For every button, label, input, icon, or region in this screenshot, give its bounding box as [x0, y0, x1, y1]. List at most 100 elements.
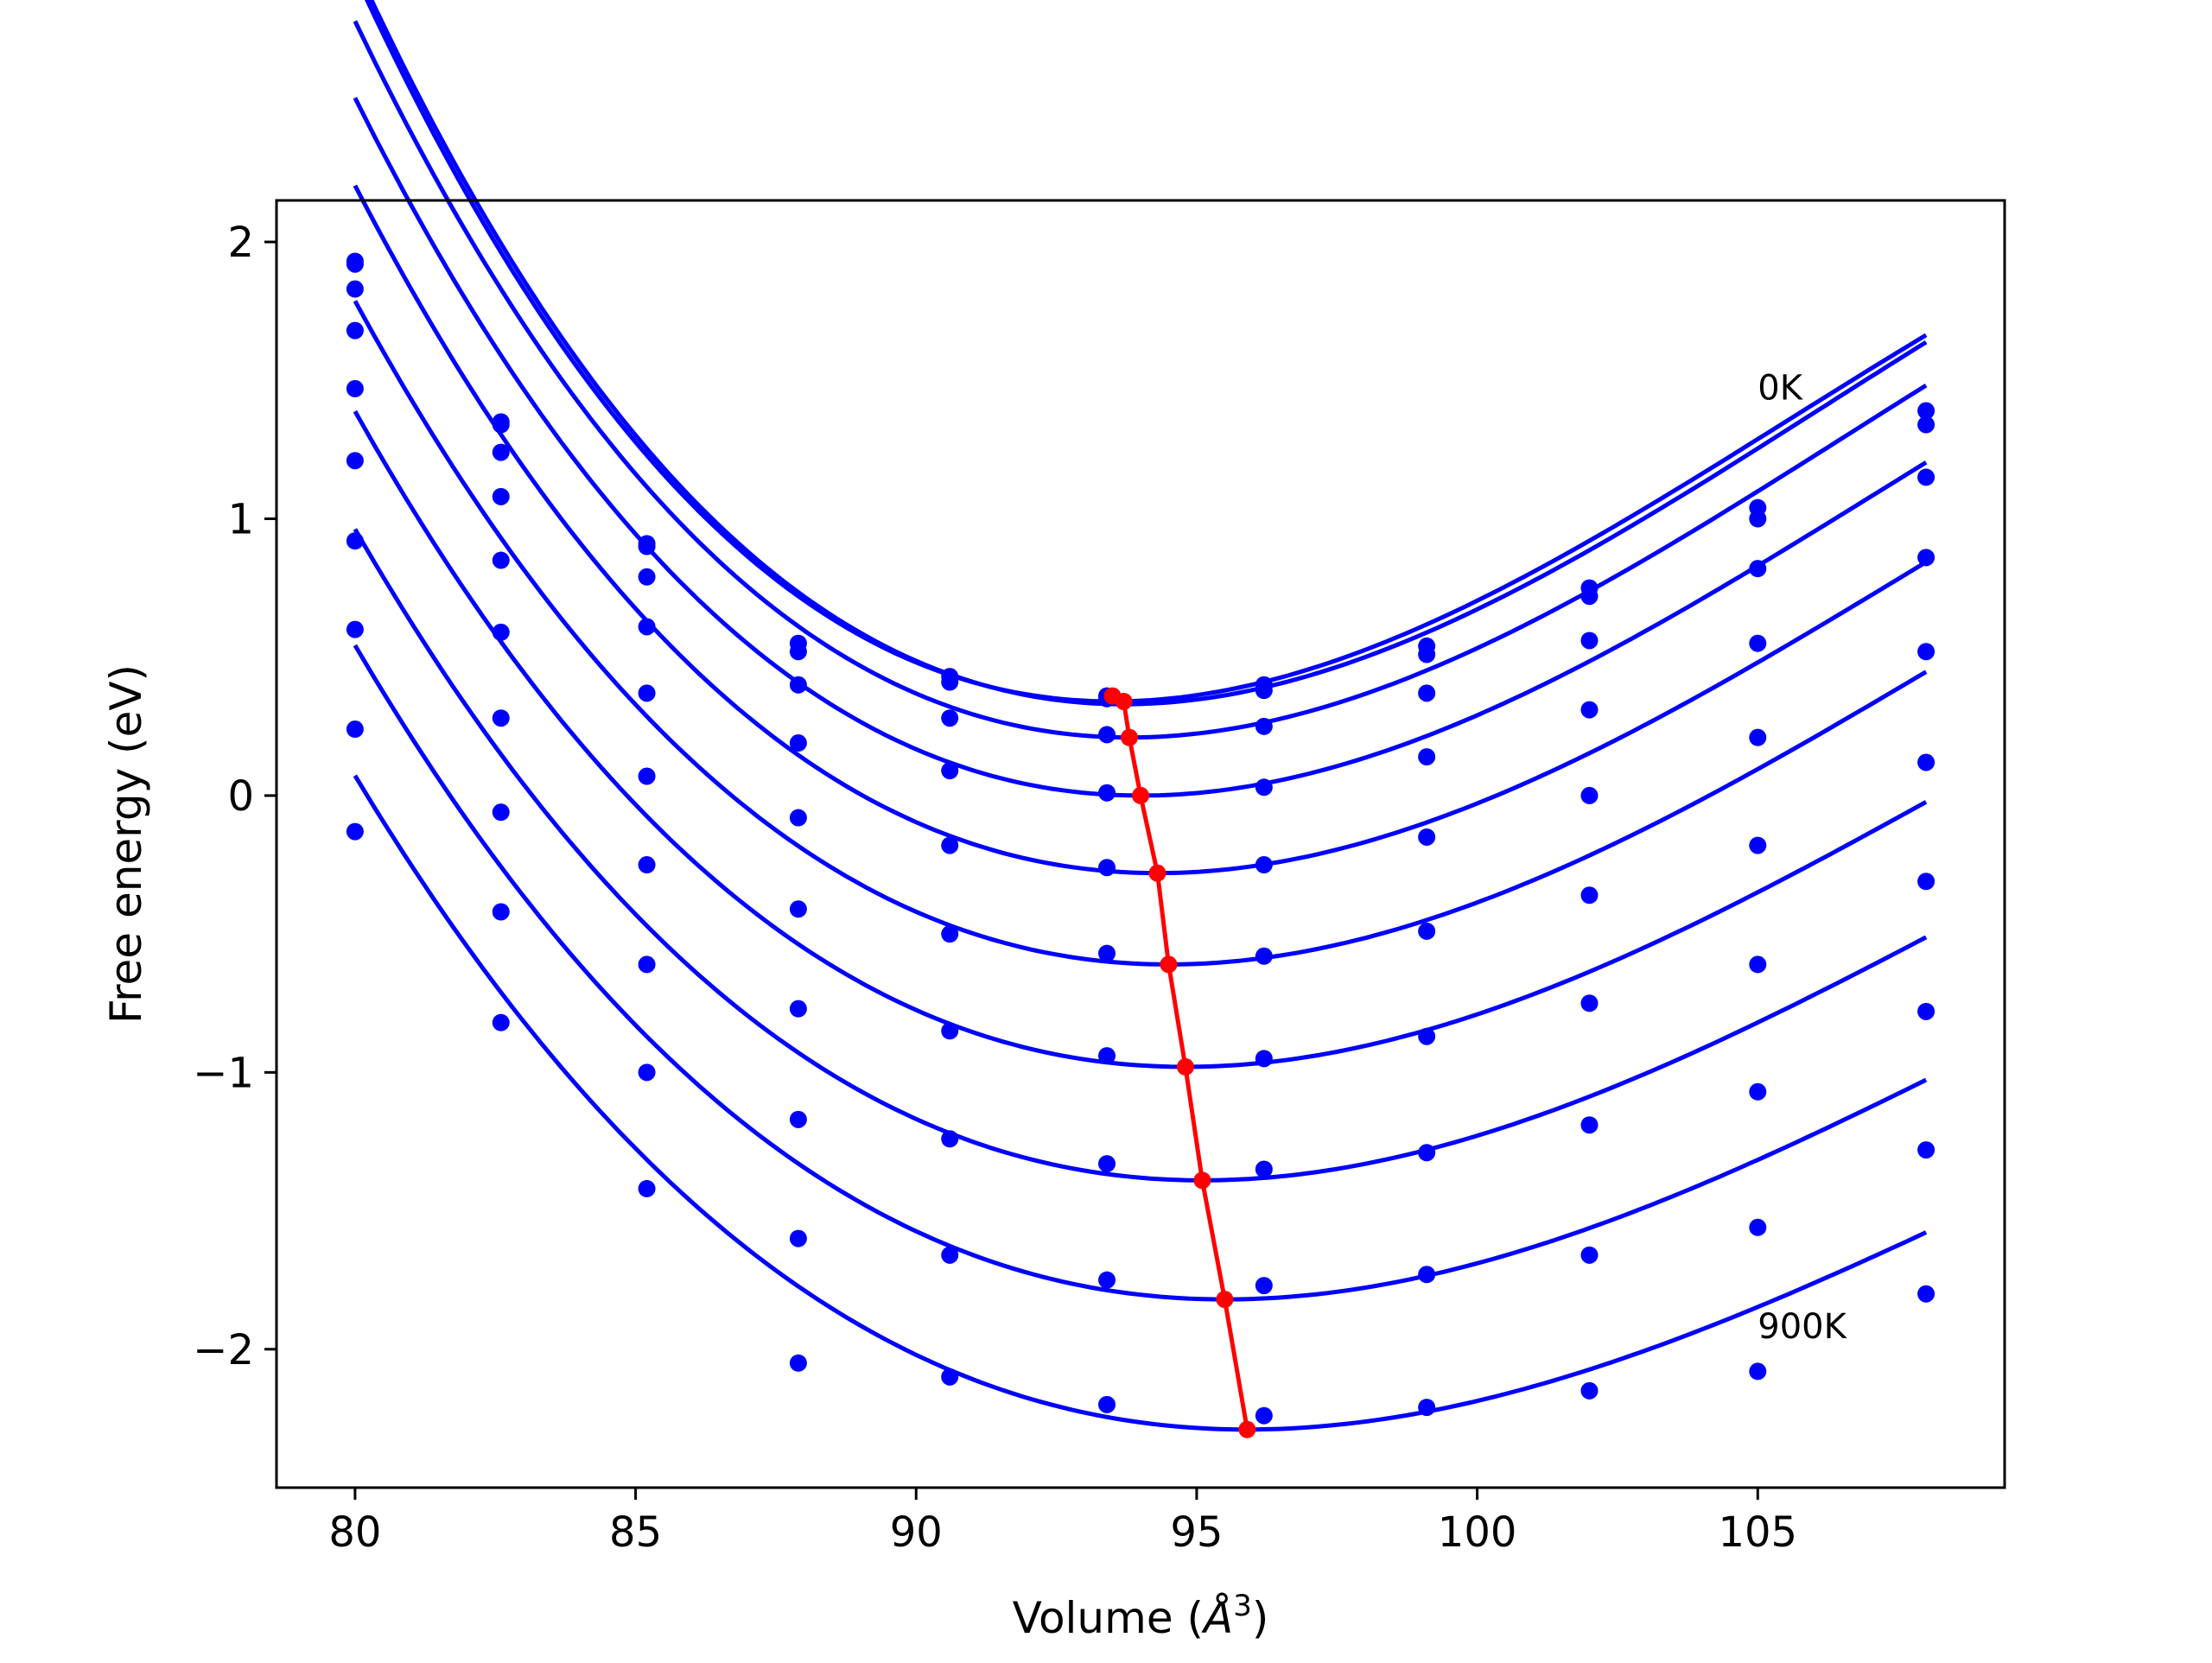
data-point [346, 255, 364, 273]
data-point [492, 803, 510, 822]
fit-curve-10 [353, 774, 1928, 1432]
data-point [346, 379, 364, 397]
data-points [346, 252, 1936, 1425]
fit-curve-7 [353, 409, 1928, 1070]
data-point [1255, 778, 1273, 797]
x-tick-label: 90 [890, 1508, 943, 1557]
data-point [492, 443, 510, 461]
data-point [1917, 1002, 1936, 1020]
data-point [1580, 632, 1599, 650]
data-point [346, 321, 364, 340]
data-point [1418, 645, 1436, 663]
data-point [789, 900, 807, 918]
data-point [638, 618, 656, 636]
data-point [941, 1246, 959, 1264]
data-point [1917, 468, 1936, 486]
data-point [1418, 1266, 1436, 1284]
data-point [1255, 717, 1273, 735]
data-point [638, 955, 656, 974]
data-point [1749, 836, 1767, 854]
data-point [1749, 560, 1767, 578]
data-point [1098, 1395, 1116, 1413]
data-point [789, 809, 807, 827]
x-tick-label: 85 [609, 1508, 662, 1557]
data-point [492, 551, 510, 569]
fit-curve-5 [353, 184, 1928, 876]
fit-curves [353, 0, 1928, 1432]
data-point [492, 487, 510, 505]
data-point [346, 720, 364, 739]
data-point [638, 767, 656, 785]
data-point [492, 623, 510, 641]
data-point [1749, 1362, 1767, 1381]
data-point [346, 620, 364, 638]
data-point [638, 1179, 656, 1197]
data-point [941, 673, 959, 691]
annotation-label: 0K [1758, 369, 1803, 409]
data-point [346, 452, 364, 470]
data-point [1098, 859, 1116, 877]
fit-curve-1 [365, 0, 1928, 704]
fit-curve-3 [353, 20, 1928, 740]
data-point [941, 925, 959, 943]
y-tick-label: 2 [227, 219, 254, 267]
data-point [941, 1130, 959, 1148]
data-point [1917, 549, 1936, 567]
y-tick-label: −1 [193, 1049, 254, 1097]
minimum-point [1238, 1420, 1256, 1438]
data-point [638, 856, 656, 874]
data-point [941, 1368, 959, 1386]
data-point [1749, 510, 1767, 528]
fit-curve-6 [353, 300, 1928, 967]
data-point [1255, 1160, 1273, 1178]
data-point [492, 416, 510, 434]
data-point [638, 684, 656, 702]
data-point [1255, 947, 1273, 965]
y-axis-ticks: −2 −1 0 1 2 [193, 219, 276, 1374]
x-tick-label: 100 [1438, 1508, 1517, 1557]
fit-curve-4 [353, 97, 1928, 798]
data-point [1098, 784, 1116, 802]
data-point [638, 1063, 656, 1082]
minimum-point [1176, 1057, 1194, 1076]
data-point [1917, 402, 1936, 420]
data-point [1580, 786, 1599, 804]
data-point [789, 1110, 807, 1128]
data-point [1418, 748, 1436, 766]
minimum-point [1193, 1171, 1211, 1190]
data-point [1098, 944, 1116, 962]
x-tick-label: 105 [1718, 1508, 1797, 1557]
fit-curve-2 [369, 0, 1928, 707]
data-point [492, 1013, 510, 1031]
data-point [1098, 1271, 1116, 1289]
minimum-point [1148, 864, 1166, 882]
data-point [346, 822, 364, 841]
data-point [1580, 587, 1599, 606]
data-point [1255, 1277, 1273, 1295]
data-point [1418, 1144, 1436, 1162]
data-point [1749, 634, 1767, 652]
x-tick-label: 95 [1170, 1508, 1223, 1557]
data-point [1917, 1141, 1936, 1159]
minimum-point [1216, 1291, 1234, 1309]
data-point [638, 537, 656, 555]
data-point [789, 676, 807, 694]
data-point [1580, 701, 1599, 719]
data-point [492, 709, 510, 727]
data-point [1749, 955, 1767, 974]
y-tick-label: 0 [227, 772, 254, 821]
minimum-point [1160, 955, 1178, 974]
data-point [1098, 726, 1116, 744]
data-point [1917, 873, 1936, 891]
data-point [789, 1354, 807, 1372]
minimum-point [1115, 692, 1133, 710]
data-point [1255, 682, 1273, 700]
data-point [1580, 1116, 1599, 1134]
data-point [1580, 994, 1599, 1012]
data-point [1098, 1155, 1116, 1173]
data-point [1418, 1027, 1436, 1045]
data-point [1255, 856, 1273, 874]
data-point [941, 1022, 959, 1040]
